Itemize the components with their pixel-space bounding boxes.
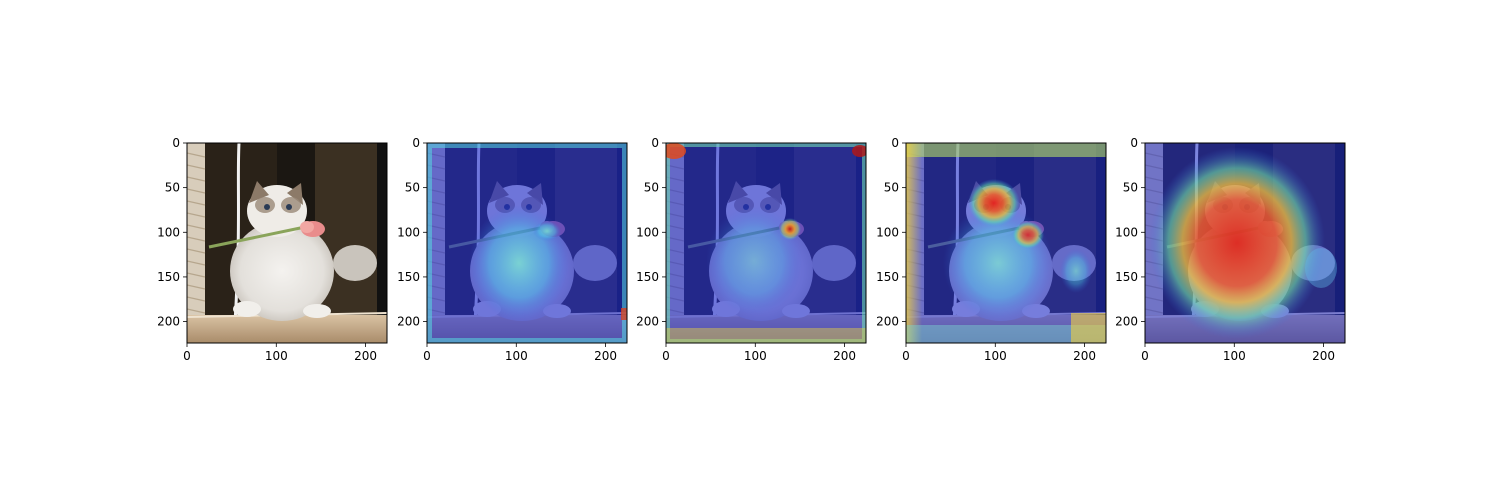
- heatmap-image-1: [427, 143, 627, 343]
- y-tick-label: 100: [876, 225, 899, 239]
- y-tick-label: 200: [157, 315, 180, 329]
- y-tick-label: 150: [1115, 270, 1138, 284]
- x-tick-label: 0: [1141, 349, 1149, 363]
- x-tick-label: 200: [833, 349, 856, 363]
- y-tick-label: 150: [157, 270, 180, 284]
- x-tick-label: 100: [505, 349, 528, 363]
- image-panel-heatmap-2: [665, 142, 867, 344]
- image-panel-heatmap-4: [1144, 142, 1346, 344]
- x-tick-label: 200: [1073, 349, 1096, 363]
- x-tick-label: 100: [265, 349, 288, 363]
- x-tick-label: 200: [354, 349, 377, 363]
- y-tick-label: 200: [1115, 315, 1138, 329]
- y-tick-label: 0: [651, 136, 659, 150]
- image-panel-original: [186, 142, 388, 344]
- x-tick-label: 0: [902, 349, 910, 363]
- y-tick-label: 50: [165, 181, 180, 195]
- y-tick-label: 50: [884, 181, 899, 195]
- x-tick-label: 100: [744, 349, 767, 363]
- image-panel-heatmap-1: [426, 142, 628, 344]
- y-tick-label: 0: [172, 136, 180, 150]
- y-tick-label: 200: [636, 315, 659, 329]
- y-tick-label: 150: [876, 270, 899, 284]
- x-tick-label: 200: [594, 349, 617, 363]
- y-tick-label: 100: [397, 225, 420, 239]
- x-tick-label: 0: [423, 349, 431, 363]
- x-tick-label: 100: [984, 349, 1007, 363]
- y-tick-label: 50: [1123, 181, 1138, 195]
- y-tick-label: 0: [891, 136, 899, 150]
- y-tick-label: 100: [1115, 225, 1138, 239]
- original-image: [187, 143, 387, 343]
- y-tick-label: 0: [1130, 136, 1138, 150]
- heatmap-image-2: [666, 143, 866, 343]
- y-tick-label: 100: [636, 225, 659, 239]
- y-tick-label: 50: [644, 181, 659, 195]
- axes-frame: [665, 142, 867, 344]
- y-tick-label: 200: [397, 315, 420, 329]
- heatmap-image-4: [1145, 143, 1345, 343]
- image-panel-heatmap-3: [905, 142, 1107, 344]
- axes-frame: [905, 142, 1107, 344]
- heatmap-image-3: [906, 143, 1106, 343]
- y-tick-label: 200: [876, 315, 899, 329]
- y-tick-label: 100: [157, 225, 180, 239]
- axes-frame: [1144, 142, 1346, 344]
- axis-ticks: 0 100 200 0 50 100 150 200 0 100 200 0 50 100 150 200 0 1…: [157, 136, 1335, 363]
- axes-frame: [186, 142, 388, 344]
- y-tick-label: 150: [636, 270, 659, 284]
- y-tick-label: 150: [397, 270, 420, 284]
- axes-frame: [426, 142, 628, 344]
- y-tick-label: 50: [405, 181, 420, 195]
- y-tick-label: 0: [412, 136, 420, 150]
- x-tick-label: 0: [183, 349, 191, 363]
- x-tick-label: 100: [1223, 349, 1246, 363]
- x-tick-label: 0: [662, 349, 670, 363]
- x-tick-label: 200: [1312, 349, 1335, 363]
